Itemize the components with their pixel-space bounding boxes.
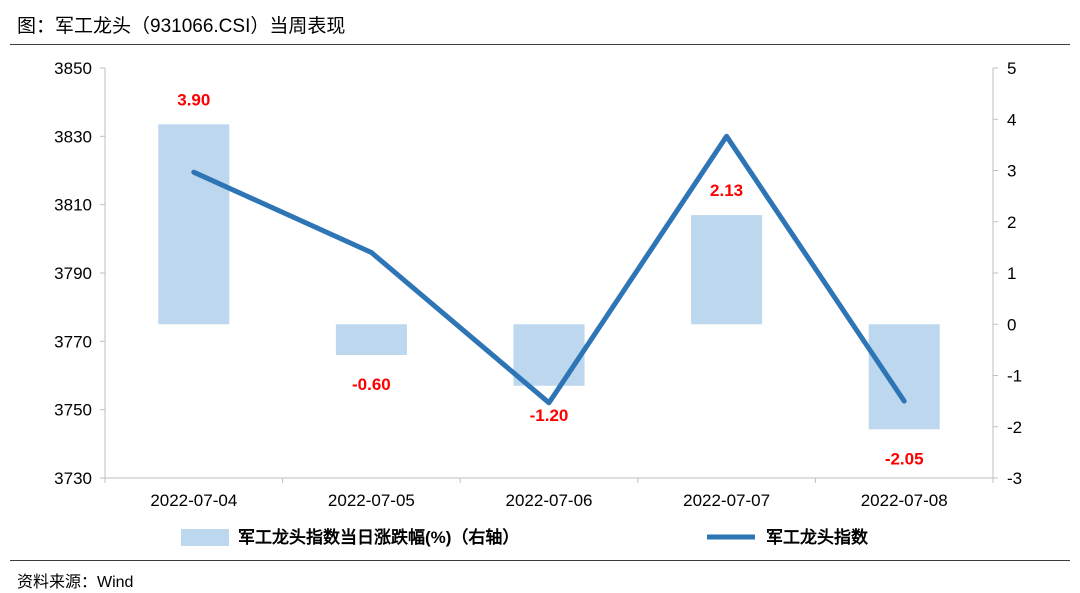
x-tick-label: 2022-07-06: [506, 491, 593, 510]
bottom-divider: [10, 560, 1070, 561]
page-title: 图：军工龙头（931066.CSI）当周表现: [17, 16, 346, 37]
x-tick-label: 2022-07-07: [683, 491, 770, 510]
right-tick-label: 0: [1007, 315, 1016, 334]
left-tick-label: 3810: [54, 196, 92, 215]
x-tick-label: 2022-07-04: [150, 491, 237, 510]
bar-data-label: -1.20: [530, 406, 569, 425]
left-tick-label: 3730: [54, 469, 92, 488]
legend-line-label: 军工龙头指数: [766, 527, 869, 547]
left-tick-label: 3790: [54, 264, 92, 283]
bar-2022-07-04: [158, 124, 230, 325]
source-note: 资料来源：Wind: [17, 574, 134, 591]
left-tick-label: 3850: [54, 59, 92, 78]
right-tick-label: 5: [1007, 59, 1016, 78]
legend-bar-swatch: [181, 529, 229, 546]
legend: 军工龙头指数当日涨跌幅(%)（右轴） 军工龙头指数: [181, 527, 869, 547]
right-tick-label: -3: [1007, 469, 1022, 488]
x-tick-label: 2022-07-08: [861, 491, 948, 510]
right-tick-label: -1: [1007, 367, 1022, 386]
left-tick-label: 3750: [54, 401, 92, 420]
right-tick-label: 2: [1007, 213, 1016, 232]
bar-data-label: 2.13: [710, 181, 743, 200]
right-tick-label: 1: [1007, 264, 1016, 283]
bar-2022-07-07: [691, 215, 763, 325]
bar-data-label: -0.60: [352, 375, 391, 394]
legend-bar-label: 军工龙头指数当日涨跌幅(%)（右轴）: [238, 527, 519, 547]
right-tick-label: 4: [1007, 110, 1016, 129]
bar-2022-07-06: [513, 324, 585, 386]
bar-2022-07-08: [868, 324, 940, 430]
top-divider: [10, 44, 1070, 45]
left-tick-label: 3770: [54, 332, 92, 351]
left-tick-label: 3830: [54, 127, 92, 146]
right-tick-label: 3: [1007, 162, 1016, 181]
x-tick-label: 2022-07-05: [328, 491, 415, 510]
bar-2022-07-05: [335, 324, 407, 355]
bar-data-label: 3.90: [177, 90, 210, 109]
right-tick-label: -2: [1007, 418, 1022, 437]
bar-data-label: -2.05: [885, 449, 924, 468]
